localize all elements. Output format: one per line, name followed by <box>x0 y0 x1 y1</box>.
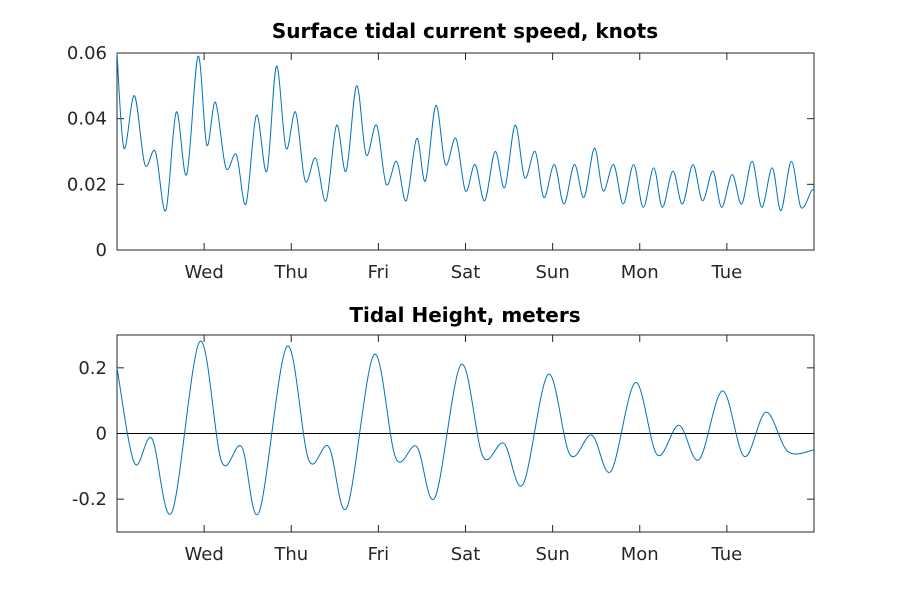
ticks-tidal-height: Wed Thu Fri Sat Sun Mon Tue -0.2 0 0.2 <box>72 335 814 565</box>
chart-bottom: Tidal Height, meters Wed Thu Fri Sat Sun Mon T… <box>72 303 815 565</box>
series-line <box>116 52 815 212</box>
x-tick-label: Tue <box>711 544 743 565</box>
x-tick-label: Fri <box>368 544 389 565</box>
x-tick-label: Sat <box>451 544 481 565</box>
x-tick-label: Thu <box>273 262 308 283</box>
y-tick-label: 0.2 <box>78 358 107 379</box>
y-tick-label: 0.04 <box>67 109 107 130</box>
series-line <box>116 341 815 516</box>
series-current-speed <box>116 52 815 212</box>
x-tick-label: Mon <box>621 544 659 565</box>
chart-title-tidal-height: Tidal Height, meters <box>349 303 580 327</box>
x-tick-label: Wed <box>185 544 224 565</box>
y-tick-label: 0.06 <box>67 43 107 64</box>
series-tidal-height <box>116 341 815 516</box>
y-tick-label: 0 <box>96 240 107 261</box>
x-tick-label: Mon <box>621 262 659 283</box>
chart-title-current-speed: Surface tidal current speed, knots <box>272 19 658 43</box>
y-tick-label: 0 <box>96 424 107 445</box>
x-tick-label: Fri <box>368 262 389 283</box>
x-tick-label: Sat <box>451 262 481 283</box>
x-tick-label: Wed <box>185 262 224 283</box>
y-tick-label: -0.2 <box>72 489 107 510</box>
x-tick-label: Sun <box>536 544 570 565</box>
x-tick-label: Tue <box>711 262 743 283</box>
x-tick-label: Sun <box>536 262 570 283</box>
y-tick-label: 0.02 <box>67 174 107 195</box>
ticks-current-speed: Wed Thu Fri Sat Sun Mon Tue 0 0.02 0.04 0.06 <box>67 43 814 283</box>
x-tick-label: Thu <box>273 544 308 565</box>
chart-top: Surface tidal current speed, knots Wed Th… <box>67 19 815 283</box>
axes-current-speed <box>116 52 815 251</box>
